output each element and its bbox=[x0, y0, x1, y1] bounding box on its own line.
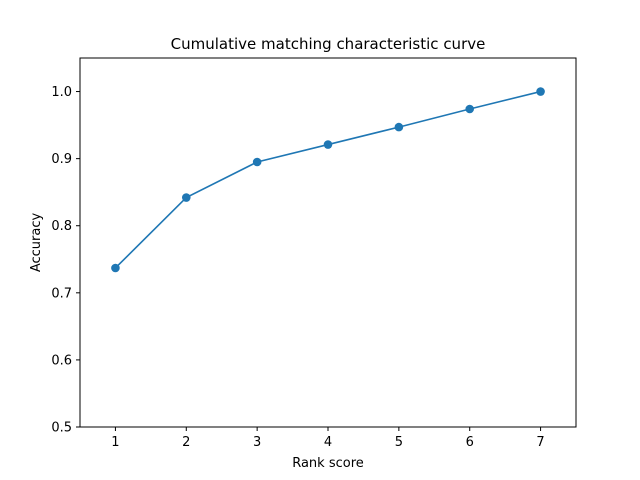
data-point bbox=[394, 122, 404, 132]
series-layer bbox=[111, 87, 545, 273]
chart-title: Cumulative matching characteristic curve bbox=[171, 35, 486, 53]
y-tick-label: 1.0 bbox=[51, 85, 72, 100]
data-point bbox=[323, 140, 333, 149]
x-axis-label: Rank score bbox=[292, 456, 364, 471]
data-point bbox=[465, 104, 475, 114]
x-tick-label: 7 bbox=[536, 435, 544, 450]
x-tick-label: 3 bbox=[253, 435, 261, 450]
x-axis: 1 2 3 4 5 6 7 bbox=[111, 427, 545, 450]
data-point bbox=[181, 193, 191, 202]
x-tick-label: 4 bbox=[324, 435, 332, 450]
y-tick-label: 0.8 bbox=[51, 219, 72, 234]
y-tick-label: 0.7 bbox=[51, 286, 72, 301]
x-tick-label: 5 bbox=[395, 435, 403, 450]
y-tick-label: 0.6 bbox=[51, 353, 72, 368]
y-tick-label: 0.9 bbox=[51, 152, 72, 167]
data-point bbox=[536, 87, 545, 96]
x-tick-label: 1 bbox=[111, 435, 119, 450]
data-point bbox=[111, 263, 120, 273]
x-tick-label: 2 bbox=[182, 435, 190, 450]
y-axis-label: Accuracy bbox=[29, 213, 44, 273]
data-point bbox=[252, 157, 262, 167]
y-tick-label: 0.5 bbox=[51, 421, 72, 436]
plot-frame bbox=[79, 57, 577, 428]
series-line bbox=[114, 90, 541, 269]
x-tick-label: 6 bbox=[466, 435, 474, 450]
y-axis: 0.5 0.6 0.7 0.8 0.9 1.0 bbox=[51, 85, 80, 436]
